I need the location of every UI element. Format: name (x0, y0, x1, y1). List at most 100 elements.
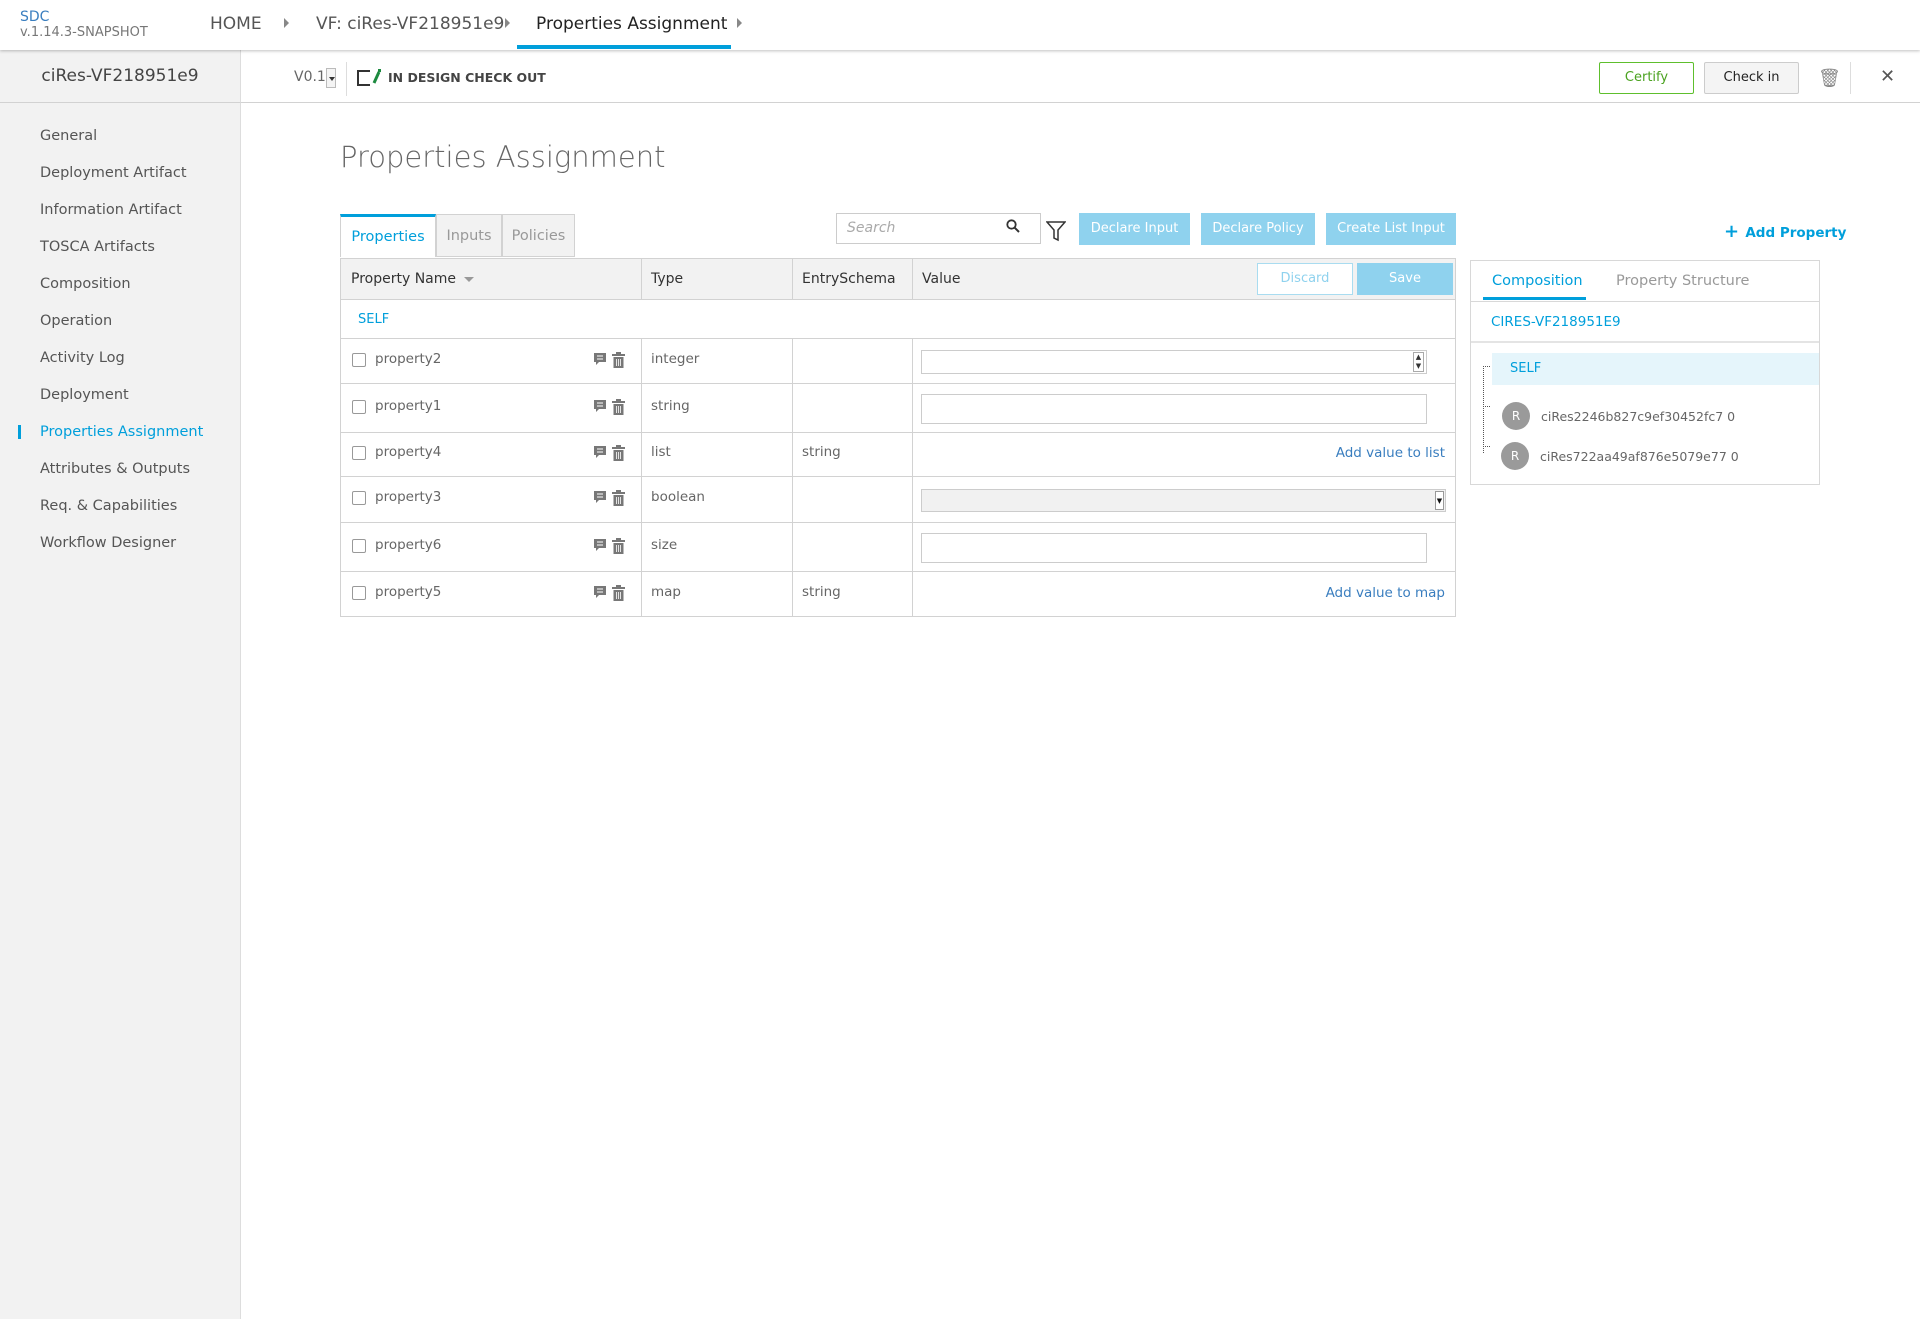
header-entry-schema: EntrySchema (792, 259, 912, 300)
table-row: property5 map string Add value to map (341, 572, 1455, 617)
row-checkbox[interactable] (352, 491, 366, 505)
caret-right-icon[interactable] (737, 18, 742, 28)
sidebar-item-properties-assignment[interactable]: Properties Assignment (40, 424, 204, 440)
create-list-input-button[interactable]: Create List Input (1326, 213, 1456, 245)
search-input[interactable]: Search (836, 213, 1041, 244)
value-text-input[interactable] (921, 393, 1427, 424)
declare-input-button[interactable]: Declare Input (1079, 213, 1190, 245)
tab-property-structure[interactable]: Property Structure (1616, 273, 1750, 289)
comment-icon[interactable] (593, 490, 607, 504)
column-divider (641, 259, 642, 616)
divider (1471, 341, 1819, 343)
tree-item-self[interactable]: SELF (1492, 353, 1819, 385)
row-checkbox[interactable] (352, 446, 366, 460)
trash-icon[interactable]: 🗑 (1818, 68, 1841, 89)
comment-icon[interactable] (593, 445, 607, 459)
sidebar (0, 50, 241, 1319)
filter-icon[interactable] (1046, 220, 1066, 242)
tab-inputs[interactable]: Inputs (436, 214, 502, 257)
column-divider (792, 259, 793, 616)
sidebar-item-attributes-outputs[interactable]: Attributes & Outputs (40, 461, 191, 477)
comment-icon[interactable] (593, 538, 607, 552)
comment-icon[interactable] (593, 585, 607, 599)
component-title[interactable]: CIRES-VF218951E9 (1491, 314, 1621, 330)
declare-policy-button[interactable]: Declare Policy (1201, 213, 1315, 245)
tree-connector (1483, 446, 1490, 447)
delete-icon[interactable] (612, 490, 625, 506)
sidebar-item-operation[interactable]: Operation (40, 313, 113, 329)
add-value-link[interactable]: Add value to list (1335, 445, 1445, 461)
comment-icon[interactable] (593, 352, 607, 366)
sidebar-item-deployment[interactable]: Deployment (40, 387, 129, 403)
comment-icon[interactable] (593, 399, 607, 413)
sidebar-item-deployment-artifact[interactable]: Deployment Artifact (40, 165, 187, 181)
chevron-down-icon: ▼ (1435, 491, 1444, 510)
property-name: property2 (375, 350, 442, 367)
row-checkbox[interactable] (352, 538, 366, 553)
delete-icon[interactable] (612, 584, 625, 601)
tab-active-indicator (1483, 297, 1586, 300)
property-type: integer (651, 350, 700, 367)
value-select[interactable]: ▼ (921, 489, 1446, 512)
tree-connector (1483, 366, 1490, 367)
property-type: boolean (651, 489, 705, 505)
tree-item-instance[interactable]: ciRes2246b827c9ef30452fc7 0 (1541, 409, 1736, 424)
property-type: list (651, 444, 671, 460)
page-title: Properties Assignment (340, 140, 666, 174)
group-row-self: SELF (341, 300, 1455, 339)
sidebar-item-workflow-designer[interactable]: Workflow Designer (40, 535, 177, 551)
breadcrumb-current[interactable]: Properties Assignment (536, 14, 728, 34)
row-checkbox[interactable] (352, 399, 366, 414)
sort-caret-icon (464, 276, 475, 282)
breadcrumb-active-indicator (517, 45, 731, 49)
check-in-button[interactable]: Check in (1704, 62, 1799, 94)
delete-icon[interactable] (612, 445, 625, 461)
sidebar-item-composition[interactable]: Composition (40, 276, 131, 292)
delete-icon[interactable] (612, 537, 625, 554)
value-text-input[interactable] (921, 532, 1427, 563)
checkout-status-icon (357, 69, 381, 86)
lifecycle-status: IN DESIGN CHECK OUT (388, 70, 546, 85)
table-row: property3 boolean ▼ (341, 477, 1455, 523)
save-button[interactable]: Save (1357, 263, 1453, 295)
row-checkbox[interactable] (352, 585, 366, 600)
tree-connector (1483, 366, 1484, 453)
add-property-button[interactable]: + Add Property (1724, 221, 1846, 242)
close-icon[interactable]: ✕ (1880, 66, 1896, 87)
sidebar-item-general[interactable]: General (40, 128, 98, 144)
sidebar-item-req-capabilities[interactable]: Req. & Capabilities (40, 498, 178, 514)
header-type: Type (641, 259, 792, 300)
breadcrumb-home[interactable]: HOME (210, 14, 262, 34)
app-logo[interactable]: SDC (20, 9, 50, 25)
top-bar: SDC v.1.14.3-SNAPSHOT HOME VF: ciRes-VF2… (0, 0, 1920, 50)
version-label: V0.1 (294, 69, 326, 85)
app-version: v.1.14.3-SNAPSHOT (20, 25, 148, 40)
search-icon[interactable] (1006, 219, 1020, 237)
value-number-input[interactable]: ▲ ▼ (921, 349, 1427, 374)
tab-composition[interactable]: Composition (1492, 273, 1583, 289)
sidebar-item-information-artifact[interactable]: Information Artifact (40, 202, 182, 218)
property-name: property5 (375, 583, 442, 600)
component-name: ciRes-VF218951e9 (0, 50, 241, 103)
certify-button[interactable]: Certify (1599, 62, 1694, 94)
column-divider (912, 259, 913, 616)
delete-icon[interactable] (612, 398, 625, 415)
sidebar-item-activity-log[interactable]: Activity Log (40, 350, 125, 366)
tree-connector (1483, 406, 1490, 407)
header-property-name[interactable]: Property Name (341, 259, 641, 300)
header-label: Property Name (351, 271, 456, 287)
discard-button[interactable]: Discard (1257, 263, 1353, 295)
version-dropdown[interactable] (326, 68, 336, 88)
tab-properties[interactable]: Properties (340, 214, 436, 257)
tab-policies[interactable]: Policies (502, 214, 575, 257)
tree-item-instance[interactable]: ciRes722aa49af876e5079e77 0 (1540, 449, 1739, 464)
divider (1471, 301, 1819, 302)
sidebar-item-tosca-artifacts[interactable]: TOSCA Artifacts (40, 239, 155, 255)
delete-icon[interactable] (612, 351, 625, 368)
spinner-icon[interactable]: ▲ ▼ (1413, 351, 1424, 372)
row-checkbox[interactable] (352, 352, 366, 367)
breadcrumb-vf[interactable]: VF: ciRes-VF218951e9 (316, 14, 505, 34)
property-type: map (651, 583, 681, 600)
caret-right-icon[interactable] (505, 18, 510, 28)
add-value-link[interactable]: Add value to map (1325, 584, 1445, 601)
